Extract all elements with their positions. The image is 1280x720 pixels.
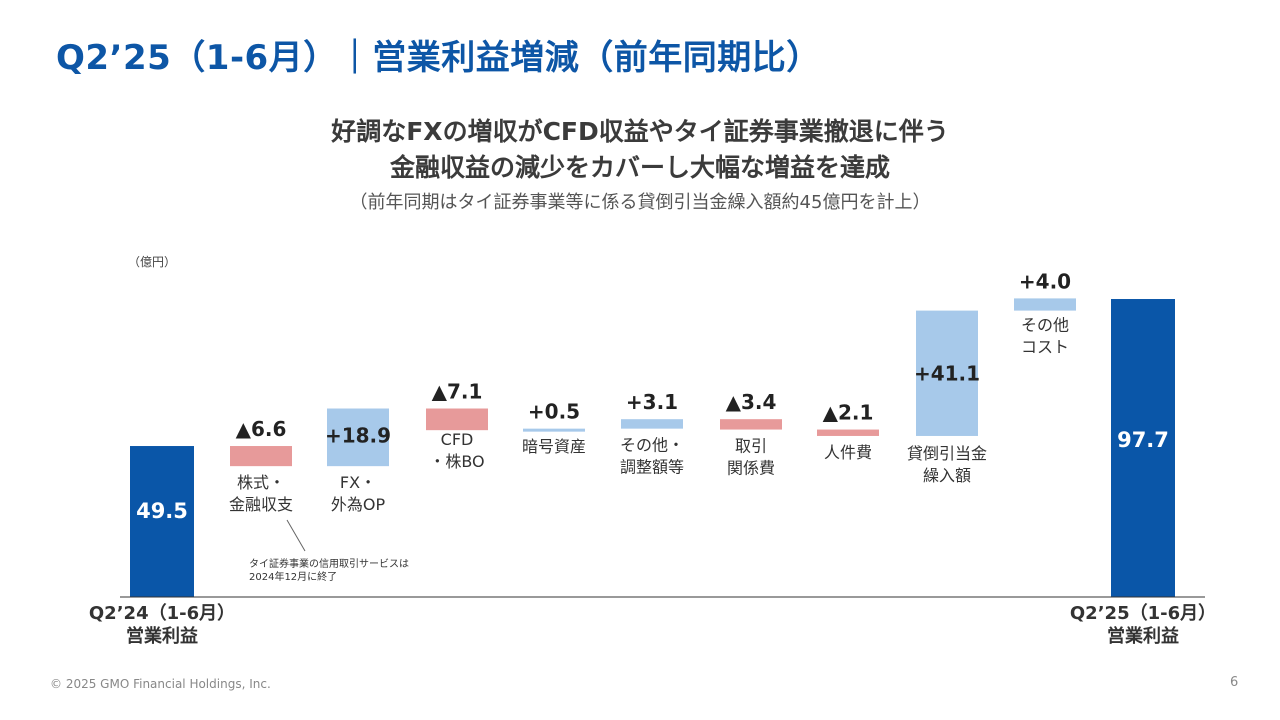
category-label: 貸倒引当金	[907, 444, 987, 463]
category-label: Q2’25（1-6月）	[1070, 603, 1216, 624]
data-label: +41.1	[914, 362, 980, 386]
subheadline: （前年同期はタイ証券事業等に係る貸倒引当金繰入額約45億円を計上）	[349, 192, 931, 213]
unit-label: （億円）	[128, 255, 177, 269]
headline-line-2: 金融収益の減少をカバーし大幅な増益を達成	[389, 153, 890, 182]
bar-decrease	[426, 408, 488, 431]
total-value-label: 49.5	[136, 499, 188, 523]
annotation-text: 2024年12月に終了	[249, 570, 337, 583]
category-label: その他・	[620, 436, 684, 455]
category-label: 営業利益	[126, 625, 198, 647]
category-label: その他	[1021, 316, 1069, 335]
headline-line-1: 好調なFXの増収がCFD収益やタイ証券事業撤退に伴う	[331, 117, 949, 146]
bar-decrease	[817, 429, 879, 436]
bar-increase	[621, 419, 683, 429]
total-value-label: 97.7	[1117, 428, 1169, 452]
category-label: CFD	[441, 430, 474, 449]
data-label: +4.0	[1019, 269, 1071, 293]
category-label: 株式・	[237, 473, 285, 492]
category-label: ・株BO	[429, 452, 484, 471]
bar-increase	[916, 310, 978, 436]
page-number: 6	[1230, 675, 1239, 690]
data-label: +3.1	[626, 390, 678, 414]
data-label: +18.9	[325, 424, 391, 448]
category-label: 調整額等	[620, 458, 684, 477]
bar-decrease	[230, 446, 292, 467]
bar-decrease	[720, 419, 782, 430]
category-label: 関係費	[727, 459, 775, 478]
copyright-footer: © 2025 GMO Financial Holdings, Inc.	[50, 677, 271, 691]
data-label: ▲6.6	[236, 417, 287, 441]
category-label: 暗号資産	[522, 437, 586, 456]
data-label: ▲7.1	[432, 380, 483, 404]
data-label: ▲3.4	[726, 390, 777, 414]
category-label: FX・	[340, 473, 376, 492]
category-label: 営業利益	[1107, 625, 1179, 647]
bar-increase	[1014, 298, 1076, 311]
data-label: +0.5	[528, 400, 580, 424]
bar-total	[130, 446, 194, 597]
category-label: 取引	[735, 437, 767, 456]
category-label: コスト	[1021, 338, 1069, 357]
category-label: 繰入額	[923, 466, 971, 485]
page-title: Q2’25（1-6月）｜営業利益増減（前年同期比）	[56, 38, 821, 78]
category-label: 金融収支	[229, 495, 293, 514]
category-label: 外為OP	[331, 495, 386, 514]
annotation-text: タイ証券事業の信用取引サービスは	[249, 557, 409, 570]
bar-total	[1111, 299, 1175, 597]
bar-increase	[523, 428, 585, 432]
bar-increase	[327, 408, 389, 467]
category-label: Q2’24（1-6月）	[89, 603, 235, 624]
data-label: ▲2.1	[823, 401, 874, 425]
annotation-leader-line	[286, 519, 306, 552]
category-label: 人件費	[824, 443, 872, 462]
